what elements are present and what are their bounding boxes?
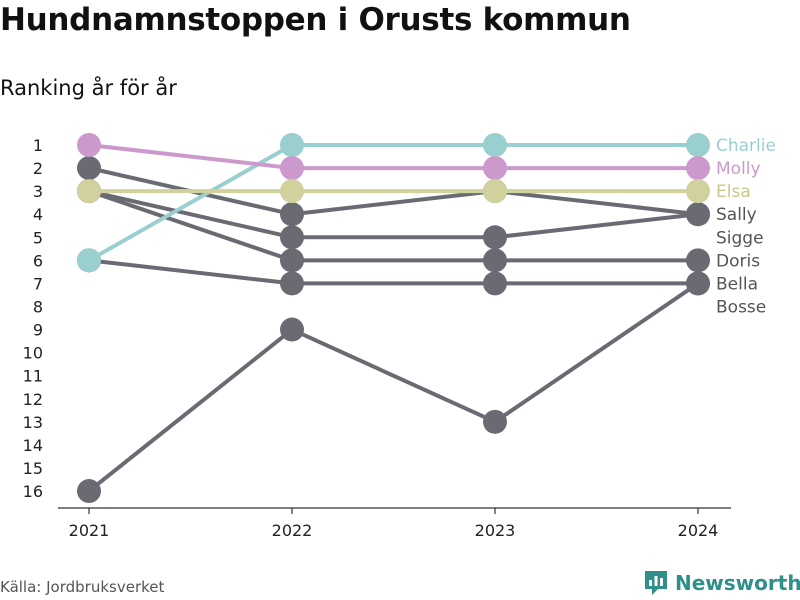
series-line-doris	[87, 189, 700, 263]
data-point-bosse	[77, 479, 101, 504]
series-label-sigge: Sigge	[716, 228, 764, 248]
series-label-bella: Bella	[716, 274, 758, 294]
brand-name: Newsworthy	[675, 571, 800, 595]
x-tick-label: 2024	[678, 521, 719, 540]
data-point-elsa	[483, 179, 507, 204]
source-note: Källa: Jordbruksverket	[0, 578, 165, 596]
data-point-bella	[483, 271, 507, 296]
data-point-elsa	[280, 179, 304, 204]
data-point-doris	[686, 248, 710, 273]
data-point-doris	[280, 248, 304, 273]
y-tick-label: 16	[23, 482, 43, 501]
series-line-charlie	[87, 143, 700, 263]
series-label-doris: Doris	[716, 251, 760, 271]
data-point-elsa	[77, 179, 101, 204]
data-point-bosse	[280, 317, 304, 342]
y-tick-label: 9	[33, 321, 43, 340]
y-tick-label: 3	[33, 182, 43, 201]
data-point-molly	[686, 156, 710, 181]
y-tick-label: 5	[33, 228, 43, 247]
y-tick-label: 6	[33, 251, 43, 270]
chart-subtitle: Ranking år för år	[0, 76, 177, 100]
series-label-charlie: Charlie	[716, 136, 776, 156]
data-point-charlie	[483, 133, 507, 157]
data-point-sigge	[686, 202, 710, 227]
series-line-bella	[87, 258, 700, 286]
x-tick-label: 2023	[475, 521, 516, 540]
data-point-sigge	[280, 225, 304, 250]
data-point-elsa	[686, 179, 710, 204]
data-point-sally	[280, 202, 304, 227]
newsworthy-logo[interactable]: Newsworthy	[643, 569, 800, 597]
data-point-charlie	[686, 133, 710, 157]
y-tick-label: 8	[33, 297, 43, 316]
y-tick-label: 15	[23, 459, 43, 478]
series-line-sigge	[87, 189, 700, 240]
y-tick-label: 12	[23, 390, 43, 409]
series-label-molly: Molly	[716, 159, 761, 179]
data-point-molly	[483, 156, 507, 181]
series-label-bosse: Bosse	[716, 297, 766, 317]
y-tick-label: 14	[23, 436, 43, 455]
series-label-sally: Sally	[716, 205, 757, 225]
x-tick-label: 2021	[69, 521, 110, 540]
y-tick-label: 10	[23, 344, 43, 363]
y-tick-label: 7	[33, 274, 43, 293]
data-point-sally	[77, 156, 101, 181]
y-tick-label: 4	[33, 205, 43, 224]
data-point-doris	[483, 248, 507, 273]
y-tick-label: 11	[23, 367, 43, 386]
data-point-charlie	[77, 248, 101, 273]
data-point-sigge	[483, 225, 507, 250]
y-tick-label: 1	[33, 136, 43, 155]
data-point-molly	[77, 133, 101, 157]
data-point-molly	[280, 156, 304, 181]
y-tick-label: 13	[23, 413, 43, 432]
data-point-bella	[280, 271, 304, 296]
series-line-bosse	[87, 281, 700, 494]
bar-chart-logo-icon	[645, 571, 667, 595]
series-label-elsa: Elsa	[716, 182, 751, 202]
series-line-molly	[87, 143, 700, 171]
data-point-charlie	[280, 133, 304, 157]
x-tick-label: 2022	[272, 521, 313, 540]
data-point-bosse	[483, 409, 507, 434]
y-tick-label: 2	[33, 159, 43, 178]
data-point-bosse	[686, 271, 710, 296]
chart-title: Hundnamnstoppen i Orusts kommun	[0, 2, 631, 38]
